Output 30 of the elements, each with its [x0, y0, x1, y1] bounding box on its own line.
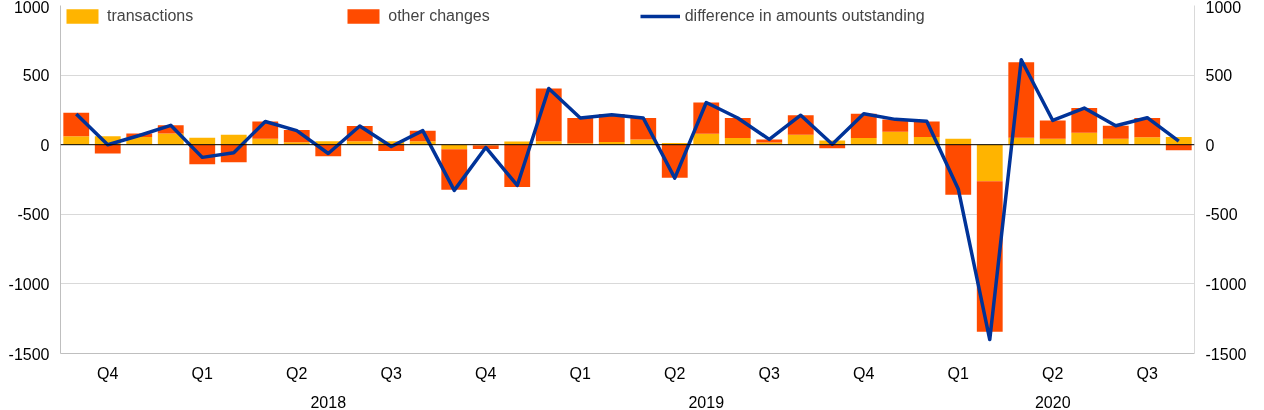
y-tick-label: -500	[17, 206, 50, 224]
text: 2020	[1034, 393, 1071, 410]
text: 2018	[310, 393, 347, 410]
x-tick-label: Q4	[475, 364, 497, 382]
x-tick-label: Q1	[569, 364, 592, 382]
y-tick-label: 0	[40, 136, 50, 154]
y2-tick-label: 0	[1205, 136, 1215, 154]
y-tick-label: 1000	[13, 0, 50, 16]
x-tick-label: Q1	[947, 364, 970, 382]
y-tick-label: -1500	[8, 345, 50, 363]
x-tick-label: Q3	[758, 364, 781, 382]
x-tick-label: Q2	[286, 364, 308, 382]
legend-label: difference in amounts outstanding	[684, 7, 925, 25]
y2-tick-label: 1000	[1205, 0, 1242, 16]
y2-tick-label: -1500	[1205, 345, 1247, 363]
y2-tick-label: -500	[1205, 206, 1238, 224]
legend-label: transactions	[107, 7, 194, 25]
text: 2019	[688, 393, 725, 410]
y-tick-label: 500	[22, 67, 50, 85]
x-tick-label: Q4	[853, 364, 875, 382]
y2-tick-label: 500	[1205, 67, 1233, 85]
x-tick-label: Q3	[380, 364, 403, 382]
x-tick-label: Q3	[1136, 364, 1159, 382]
x-tick-label: Q2	[664, 364, 686, 382]
legend-label: other changes	[388, 7, 490, 25]
x-tick-label: Q2	[1042, 364, 1064, 382]
x-tick-label: Q1	[191, 364, 214, 382]
y2-tick-label: -1000	[1205, 275, 1247, 293]
y-tick-label: -1000	[8, 275, 50, 293]
x-tick-label: Q4	[97, 364, 119, 382]
